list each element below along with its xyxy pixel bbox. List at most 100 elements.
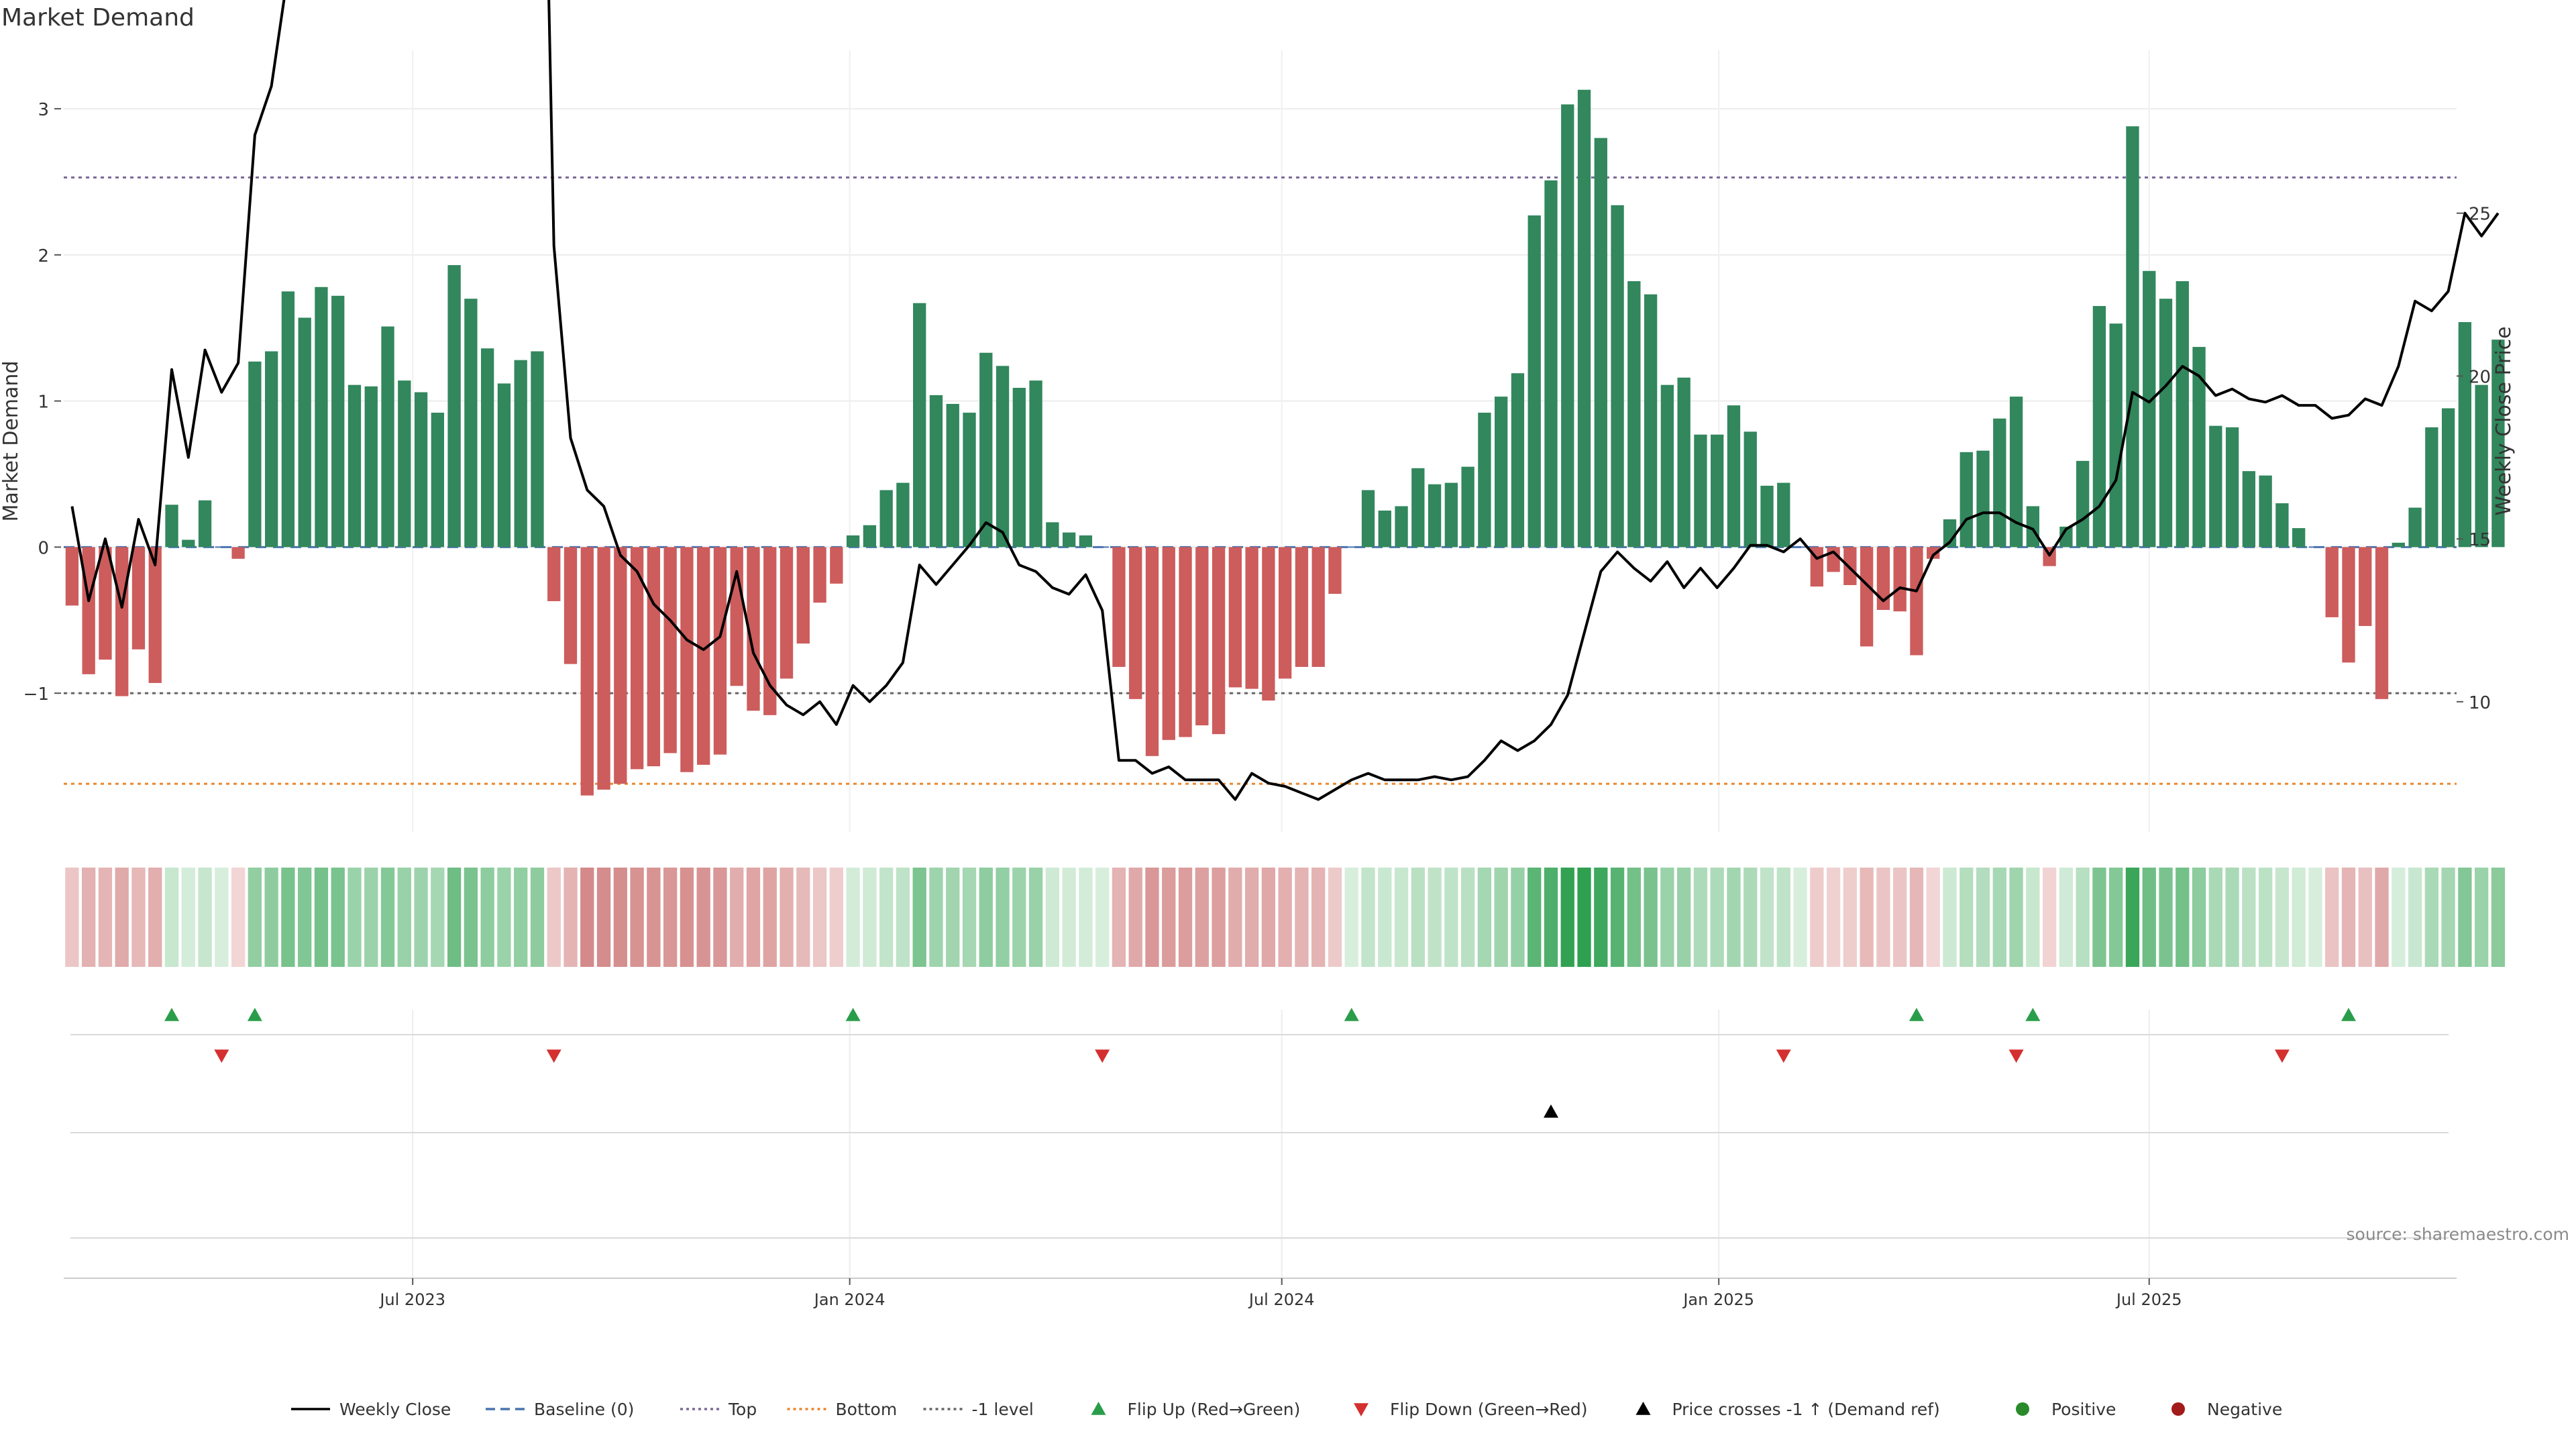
demand-bar-50 — [896, 482, 910, 548]
strip-cell-90 — [1560, 868, 1574, 967]
strip-cell-131 — [2242, 868, 2256, 967]
demand-bar-13 — [281, 291, 295, 548]
strip-cell-76 — [1328, 868, 1342, 967]
demand-bar-17 — [347, 384, 362, 548]
demand-bar-63 — [1112, 547, 1126, 667]
strip-cell-113 — [1943, 868, 1957, 967]
strip-cell-11 — [248, 868, 262, 967]
source-note: source: sharemaestro.com — [2347, 1225, 2570, 1244]
legend-label-7: Price crosses -1 ↑ (Demand ref) — [1672, 1400, 1940, 1419]
strip-cell-100 — [1727, 868, 1741, 967]
demand-bar-54 — [963, 413, 976, 548]
demand-bar-114 — [1960, 452, 1973, 548]
demand-bar-118 — [2026, 506, 2040, 548]
strip-cell-98 — [1693, 868, 1708, 967]
legend-label-3: Bottom — [836, 1400, 898, 1419]
demand-bar-48 — [863, 525, 877, 548]
strip-cell-37 — [680, 868, 694, 967]
strip-cell-70 — [1228, 868, 1242, 967]
strip-cell-29 — [547, 868, 561, 967]
demand-bars — [65, 89, 2505, 796]
strip-cell-64 — [1128, 868, 1142, 967]
demand-bar-67 — [1179, 547, 1192, 737]
strip-cell-24 — [464, 868, 478, 967]
strip-cell-75 — [1311, 868, 1326, 967]
strip-cell-34 — [630, 868, 644, 967]
y-tick-label-3: 0 — [38, 538, 49, 558]
strip-cell-87 — [1511, 868, 1525, 967]
strip-cell-14 — [298, 868, 312, 967]
flip-up-marker-4 — [1909, 1008, 1924, 1021]
strip-cell-49 — [879, 868, 894, 967]
demand-bar-0 — [65, 547, 79, 606]
strip-cell-30 — [564, 868, 578, 967]
demand-bar-15 — [315, 287, 328, 548]
demand-bar-31 — [580, 547, 594, 796]
strip-cell-95 — [1644, 868, 1658, 967]
demand-bar-136 — [2325, 547, 2339, 617]
strip-cell-45 — [812, 868, 827, 967]
strip-cell-144 — [2458, 868, 2472, 967]
strip-cell-53 — [946, 868, 960, 967]
demand-bar-98 — [1694, 434, 1707, 548]
legend-marker-5 — [1091, 1402, 1106, 1415]
strip-cell-62 — [1095, 868, 1110, 967]
strip-cell-125 — [2142, 868, 2156, 967]
demand-bar-135 — [2308, 546, 2322, 548]
demand-bar-10 — [231, 547, 245, 559]
strip-cell-59 — [1045, 868, 1060, 967]
demand-bar-97 — [1677, 377, 1690, 548]
demand-bar-20 — [398, 380, 411, 548]
legend-label-6: Flip Down (Green→Red) — [1390, 1400, 1588, 1419]
legend-marker-8 — [2016, 1402, 2029, 1416]
demand-bar-137 — [2342, 547, 2355, 663]
flip-up-marker-0 — [164, 1008, 180, 1021]
demand-bar-113 — [1943, 519, 1957, 548]
grid-layer — [64, 50, 2457, 1282]
demand-bar-49 — [879, 490, 893, 548]
strip-cell-46 — [829, 868, 843, 967]
strip-cell-82 — [1428, 868, 1442, 967]
y2-tick-label-2: 15 — [2469, 530, 2491, 550]
strip-cell-117 — [2009, 868, 2023, 967]
strip-cell-44 — [796, 868, 810, 967]
strip-cell-133 — [2275, 868, 2290, 967]
strip-cell-92 — [1594, 868, 1608, 967]
demand-bar-84 — [1461, 466, 1474, 548]
strip-cell-83 — [1444, 868, 1458, 967]
flip-up-marker-6 — [2341, 1008, 2356, 1021]
demand-bar-141 — [2408, 507, 2422, 548]
demand-bar-53 — [946, 403, 959, 548]
demand-bar-125 — [2143, 270, 2156, 548]
strip-cell-142 — [2424, 868, 2438, 967]
demand-bar-94 — [1627, 281, 1641, 548]
demand-bar-117 — [2009, 397, 2023, 548]
demand-bar-27 — [514, 360, 527, 548]
x-tick-label-3: Jan 2025 — [1682, 1290, 1754, 1309]
strip-cell-111 — [1909, 868, 1924, 967]
strip-cell-104 — [1793, 868, 1807, 967]
demand-bar-78 — [1361, 490, 1375, 548]
strip-cell-1 — [82, 868, 96, 967]
demand-bar-41 — [747, 547, 760, 711]
demand-bar-37 — [680, 547, 694, 772]
x-tick-label-1: Jan 2024 — [813, 1290, 885, 1309]
legend-label-1: Baseline (0) — [534, 1400, 634, 1419]
demand-bar-11 — [248, 361, 262, 548]
demand-bar-107 — [1843, 547, 1857, 585]
demand-bar-82 — [1428, 484, 1442, 548]
demand-bar-99 — [1711, 434, 1724, 548]
strip-cell-15 — [314, 868, 329, 967]
demand-bar-12 — [264, 351, 278, 548]
demand-bar-86 — [1495, 397, 1508, 548]
strip-cell-136 — [2325, 868, 2339, 967]
strip-cell-58 — [1028, 868, 1043, 967]
legend-item-8: Positive — [2016, 1400, 2116, 1419]
demand-bar-18 — [364, 386, 378, 548]
demand-bar-122 — [2092, 306, 2106, 548]
demand-bar-2 — [99, 547, 112, 660]
strip-cell-16 — [331, 868, 345, 967]
legend-label-8: Positive — [2051, 1400, 2116, 1419]
demand-bar-46 — [830, 547, 843, 584]
strip-cell-19 — [380, 868, 395, 967]
